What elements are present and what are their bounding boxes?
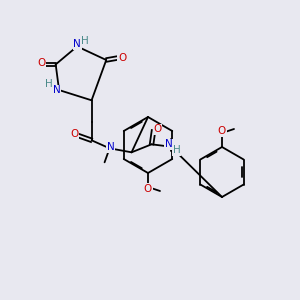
Text: H: H	[81, 36, 89, 46]
Text: O: O	[38, 58, 46, 68]
Text: N: N	[107, 142, 115, 152]
Text: N: N	[53, 85, 61, 95]
Text: N: N	[165, 139, 172, 149]
Text: H: H	[45, 79, 53, 89]
Text: O: O	[218, 126, 226, 136]
Text: O: O	[70, 129, 79, 139]
Text: O: O	[154, 124, 162, 134]
Text: N: N	[73, 39, 81, 50]
Text: H: H	[173, 145, 181, 155]
Text: O: O	[144, 184, 152, 194]
Text: O: O	[118, 52, 126, 63]
